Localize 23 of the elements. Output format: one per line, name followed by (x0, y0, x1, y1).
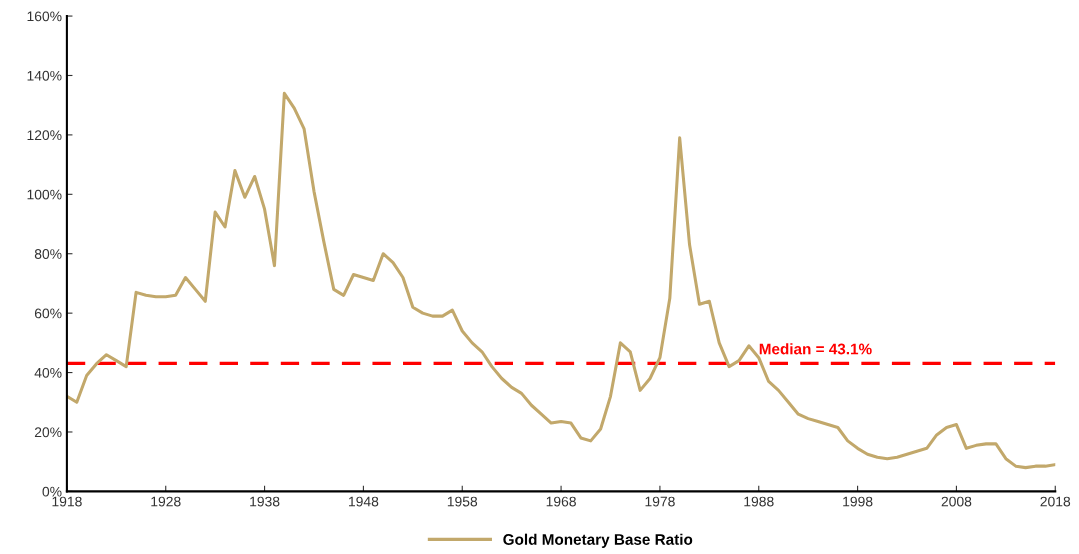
x-tick-label: 1968 (546, 496, 576, 507)
y-tick-label: 20% (34, 427, 62, 438)
ref-line-label: Median = 43.1% (759, 343, 872, 355)
x-tick-label: 1978 (645, 496, 675, 507)
x-tick-label: 1918 (52, 496, 82, 507)
legend-label: Gold Monetary Base Ratio (503, 533, 693, 548)
line-series (66, 91, 1056, 470)
y-tick-label: 80% (34, 249, 62, 259)
x-tick-label: 1938 (250, 496, 280, 507)
y-tick-label: 100% (27, 189, 62, 200)
x-tick-label: 2008 (941, 496, 972, 507)
y-tick-label: 40% (34, 367, 62, 378)
x-tick-label: 1998 (843, 496, 873, 507)
x-tick-label: 1948 (349, 496, 379, 507)
y-tick-label: 60% (34, 308, 62, 319)
y-tick-label: 140% (27, 70, 62, 81)
y-tick-label: 160% (27, 11, 62, 22)
x-tick-label: 1928 (151, 496, 181, 507)
y-tick-label: 0% (42, 486, 62, 497)
x-tick-label: 2018 (1040, 496, 1071, 507)
x-tick-label: 1958 (447, 496, 478, 507)
y-tick-label: 120% (27, 130, 62, 141)
x-tick-label: 1988 (744, 496, 774, 507)
